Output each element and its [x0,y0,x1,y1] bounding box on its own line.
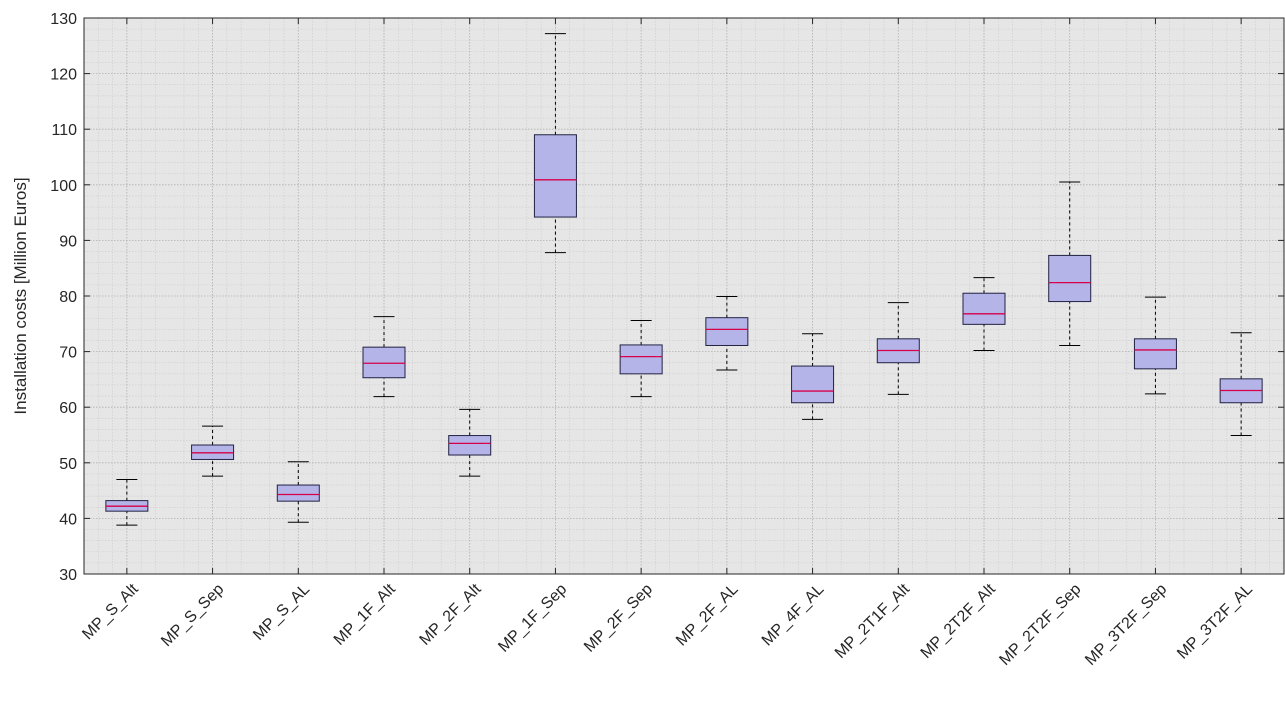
box-MP_4F_AL [791,333,835,420]
x-tick-label: MP_S_Alt [79,580,142,643]
box-MP_S_Sep [191,425,235,477]
box-MP_1F_Sep [533,33,577,254]
x-tick-label: MP_4F_AL [759,581,828,650]
y-tick-label: 70 [59,345,77,362]
box-MP_2F_Alt [448,408,492,477]
box-body [619,344,663,375]
y-tick-label: 100 [50,178,77,195]
box-body [1048,254,1092,303]
x-tick-label: MP_2T2F_Sep [996,581,1084,669]
x-tick-label: MP_3T2F_Sep [1082,581,1170,669]
y-tick-label: 80 [59,289,77,306]
box-MP_2F_AL [705,296,749,371]
y-tick-label: 110 [51,122,77,139]
box-MP_1F_Alt [362,316,406,398]
y-axis-label: Installation costs [Million Euros] [11,177,30,414]
box-body [791,365,835,404]
box-body [448,435,492,456]
y-tick-label: 30 [59,567,77,584]
y-tick-label: 50 [59,456,77,473]
box-MP_3T2F_AL [1219,332,1263,437]
x-tick-label: MP_2F_Alt [417,580,485,648]
box-MP_3T2F_Sep [1133,296,1177,395]
x-tick-label: MP_S_AL [250,581,313,644]
box-body [276,484,320,502]
box-MP_2T2F_Alt [962,277,1006,351]
y-tick-label: 60 [59,400,77,417]
x-tick-label: MP_1F_Sep [495,581,570,656]
box-body [362,346,406,379]
y-tick-label: 120 [50,67,77,84]
x-tick-label: MP_2T2F_Alt [918,580,1000,662]
box-body [705,317,749,346]
x-tick-label: MP_3T2F_AL [1174,581,1256,663]
x-tick-label: MP_2T1F_Alt [832,580,914,662]
x-tick-label: MP_S_Sep [158,581,227,650]
box-MP_2T1F_Alt [876,302,920,395]
box-body [962,292,1006,325]
box-body [533,134,577,218]
box-series [105,33,1263,526]
x-tick-label: MP_1F_Alt [331,580,399,648]
y-tick-label: 90 [59,233,77,250]
y-axis-ticks: 30 40 50 60 70 80 90 100 110 120 130 [50,11,1284,584]
box-body [1133,338,1177,370]
box-MP_2F_Sep [619,319,663,398]
y-tick-label: 40 [59,511,77,528]
box-MP_S_Alt [105,478,149,526]
x-tick-label: MP_2F_AL [673,581,742,650]
y-tick-label: 130 [50,11,77,28]
box-MP_2T2F_Sep [1048,181,1092,346]
box-MP_S_AL [276,461,320,523]
x-tick-label: MP_2F_Sep [581,581,656,656]
